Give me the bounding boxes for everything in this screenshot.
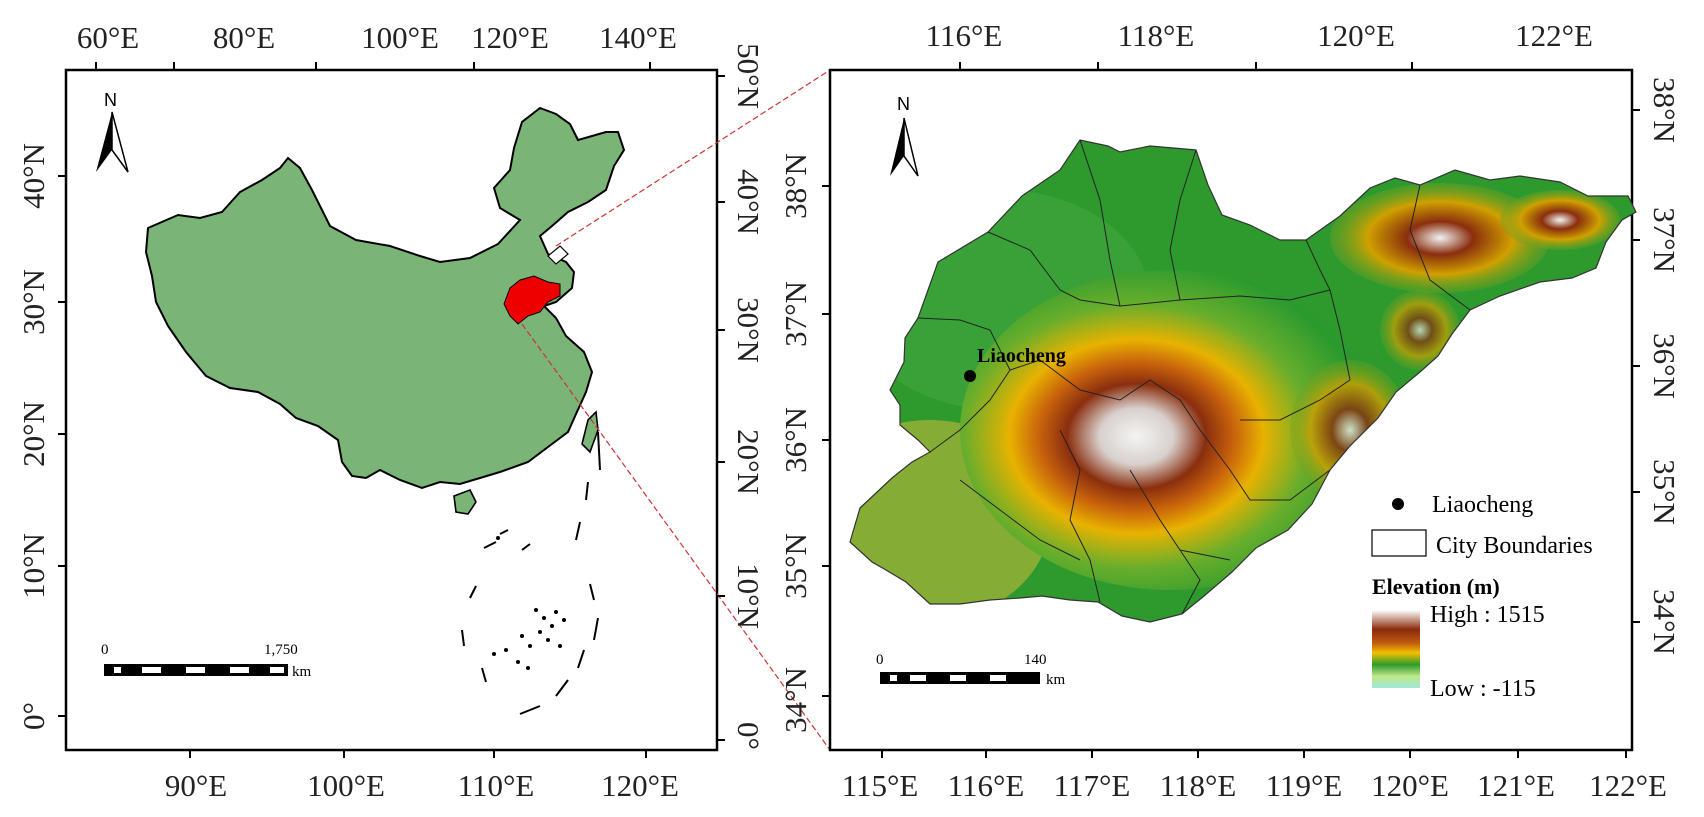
- tick-right-left-0: 50°N: [731, 43, 766, 109]
- liaocheng-label: Liaocheng: [977, 345, 1066, 367]
- tick-bottom-right-5: 120°E: [1371, 768, 1449, 803]
- scale-unit-left: km: [292, 664, 312, 680]
- scale-start-right: 0: [876, 652, 884, 668]
- connector-line-bottom: [521, 323, 831, 751]
- shandong-outline: [849, 139, 1637, 623]
- tick-bottom-right-3: 118°E: [1160, 768, 1237, 803]
- tick-bottom-left-2: 110°E: [458, 768, 535, 803]
- tick-top-right-2: 120°E: [1317, 18, 1395, 53]
- legend-point-icon: [1392, 498, 1404, 510]
- north-label-left: N: [104, 90, 117, 110]
- scale-unit-right: km: [1046, 672, 1066, 688]
- tick-bottom-left-0: 90°E: [165, 768, 227, 803]
- tick-left-left-4: 0°: [16, 702, 51, 730]
- tick-left-right-2: 36°N: [778, 407, 813, 473]
- tick-bottom-right-0: 115°E: [842, 768, 919, 803]
- liaodong-peninsula: [547, 245, 569, 265]
- tick-bottom-left-1: 100°E: [307, 768, 385, 803]
- south-china-sea-islands: [461, 431, 601, 715]
- legend-point-label: Liaocheng: [1432, 492, 1533, 518]
- tick-bottom-right-7: 122°E: [1589, 768, 1667, 803]
- city-boundaries: [917, 139, 1471, 615]
- connector-line-top: [555, 69, 831, 247]
- tick-left-left-0: 40°N: [16, 143, 51, 209]
- liaocheng-point: [964, 370, 976, 382]
- tick-left-left-1: 30°N: [16, 269, 51, 335]
- tick-left-right-4: 34°N: [778, 667, 813, 733]
- tick-right-right-2: 36°N: [1647, 333, 1682, 399]
- scale-bar-right: 0 140 km: [876, 652, 1066, 688]
- tick-right-right-0: 38°N: [1647, 77, 1682, 143]
- tick-right-right-4: 34°N: [1647, 589, 1682, 655]
- tick-bottom-left-3: 120°E: [601, 768, 679, 803]
- tick-top-left-0: 60°E: [77, 20, 139, 55]
- tick-bottom-right-2: 117°E: [1054, 768, 1131, 803]
- scale-end-left: 1,750: [264, 642, 298, 658]
- legend-high-label: High : 1515: [1430, 602, 1545, 628]
- north-arrow-right: N: [890, 94, 919, 177]
- scale-end-right: 140: [1024, 652, 1047, 668]
- tick-top-right-1: 118°E: [1118, 18, 1195, 53]
- tick-top-right-3: 122°E: [1515, 18, 1593, 53]
- tick-bottom-right-6: 121°E: [1477, 768, 1555, 803]
- tick-left-right-3: 35°N: [778, 533, 813, 599]
- right-map-ticks: [822, 62, 1640, 758]
- tick-top-right-0: 116°E: [926, 18, 1003, 53]
- tick-right-left-1: 40°N: [731, 169, 766, 235]
- tick-top-left-4: 140°E: [599, 20, 677, 55]
- left-map-ticks: [58, 62, 725, 758]
- tick-left-right-0: 38°N: [778, 153, 813, 219]
- right-map: Liaocheng N 0 140 km Liaocheng City Boun…: [778, 18, 1682, 803]
- legend-boundary-label: City Boundaries: [1436, 533, 1593, 559]
- scale-start-left: 0: [101, 642, 109, 658]
- north-label-right: N: [897, 94, 910, 114]
- tick-right-right-1: 37°N: [1647, 207, 1682, 273]
- tick-right-left-3: 20°N: [731, 429, 766, 495]
- tick-right-left-2: 30°N: [731, 297, 766, 363]
- scale-bar-left: 0 1,750 km: [101, 642, 312, 680]
- legend-low-label: Low : -115: [1430, 676, 1536, 702]
- tick-left-left-2: 20°N: [16, 401, 51, 467]
- legend-elevation-ramp: [1372, 610, 1420, 688]
- tick-top-left-3: 120°E: [471, 20, 549, 55]
- tick-left-right-1: 37°N: [778, 281, 813, 347]
- legend-boundary-icon: [1371, 529, 1427, 557]
- shandong-highlight: [503, 275, 561, 325]
- north-arrow-left: N: [96, 90, 129, 173]
- island-dots: [492, 536, 566, 670]
- tick-right-left-4: 10°N: [731, 563, 766, 629]
- tick-top-left-1: 80°E: [213, 20, 275, 55]
- tick-right-right-3: 35°N: [1647, 459, 1682, 525]
- legend-elevation-title: Elevation (m): [1372, 574, 1500, 599]
- legend: Liaocheng City Boundaries Elevation (m) …: [1371, 492, 1593, 702]
- hainan-island: [453, 488, 477, 515]
- tick-right-left-5: 0°: [731, 722, 766, 750]
- taiwan-island: [581, 410, 599, 454]
- tick-left-left-3: 10°N: [16, 533, 51, 599]
- tick-bottom-right-4: 119°E: [1266, 768, 1343, 803]
- tick-bottom-right-1: 116°E: [948, 768, 1025, 803]
- tick-top-left-2: 100°E: [361, 20, 439, 55]
- left-map: N 0 1,750 km 60°E 80°E 100°E 120°E: [16, 20, 831, 803]
